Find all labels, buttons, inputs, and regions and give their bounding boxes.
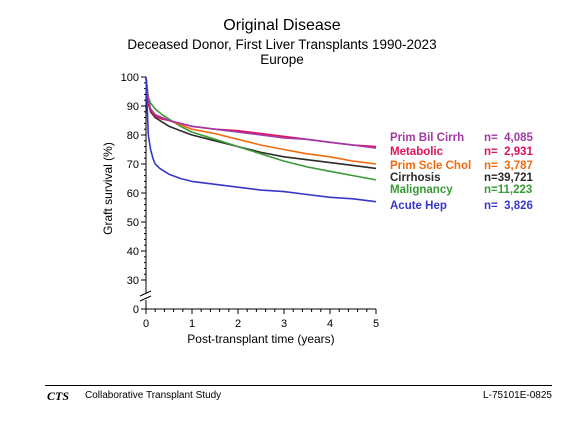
series-line-prim-scle-chol (145, 76, 377, 165)
legend-count-cirrhosis: n=39,721 (484, 172, 534, 184)
x-axis-label: Post-transplant time (years) (187, 332, 334, 346)
chart-lines (145, 76, 377, 203)
y-tick-label: 70 (127, 159, 139, 171)
x-tick-label: 3 (281, 318, 287, 330)
y-axis-label: Graft survival (%) (101, 142, 115, 235)
y-tick-label: 100 (121, 72, 139, 84)
legend-name-metabolic: Metabolic (390, 146, 444, 158)
y-tick-label: 50 (127, 217, 139, 229)
y-tick-label: 80 (127, 130, 139, 142)
legend-name-cirrhosis: Cirrhosis (390, 172, 441, 184)
legend-name-acute-hep: Acute Hep (390, 200, 447, 212)
axis-break-mark (139, 290, 152, 297)
chart-subtitle: Deceased Donor, First Liver Transplants … (127, 37, 437, 52)
legend-name-malignancy: Malignancy (390, 184, 453, 196)
series-line-cirrhosis (145, 76, 377, 170)
y-tick-label: 30 (127, 275, 139, 287)
organization-name: Collaborative Transplant Study (85, 390, 222, 401)
legend-name-prim-bil-cirrh: Prim Bil Cirrh (390, 132, 464, 144)
legend-count-prim-bil-cirrh: n= 4,085 (484, 132, 534, 144)
y-tick-label: 40 (127, 246, 139, 258)
cts-logo: CTS (47, 389, 70, 403)
series-line-malignancy (145, 76, 377, 181)
x-tick-label: 0 (143, 318, 149, 330)
legend-count-malignancy: n=11,223 (484, 184, 532, 196)
series-line-metabolic (145, 76, 377, 148)
x-tick-label: 1 (189, 318, 195, 330)
x-tick-label: 4 (327, 318, 333, 330)
legend-count-metabolic: n= 2,931 (484, 146, 534, 158)
chart-region: Europe (260, 52, 304, 67)
chart-axes: 0 30 40 50 60 70 80 90 100 0 1 2 3 4 5 Post-transplant … (101, 72, 379, 346)
footer-divider (45, 385, 552, 386)
chart-code: L-75101E-0825 (483, 390, 552, 401)
x-tick-label: 5 (373, 318, 379, 330)
series-line-prim-bil-cirrh (145, 76, 377, 149)
y-tick-label: 60 (127, 188, 139, 200)
chart-legend: Prim Bil Cirrh n= 4,085 Metabolic n= 2,931 P… (390, 132, 534, 212)
legend-count-acute-hep: n= 3,826 (484, 200, 533, 212)
legend-name-prim-scle-chol: Prim Scle Chol (390, 160, 471, 172)
series-line-acute-hep (145, 76, 377, 203)
chart-title: Original Disease (223, 17, 341, 34)
x-tick-label: 2 (235, 318, 241, 330)
legend-count-prim-scle-chol: n= 3,787 (484, 160, 533, 172)
axis-break-mark (139, 295, 152, 302)
y-tick-label: 90 (127, 101, 139, 113)
y-tick-label: 0 (133, 304, 139, 316)
